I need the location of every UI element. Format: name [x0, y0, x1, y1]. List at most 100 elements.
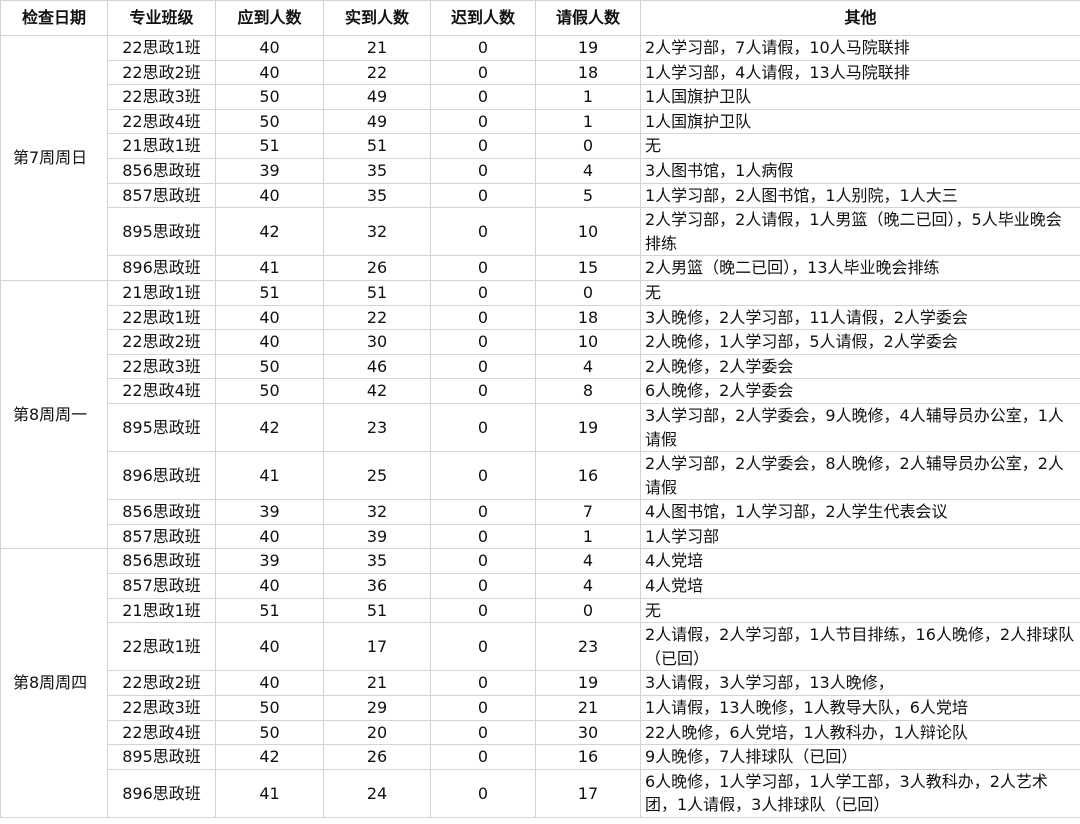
- other-cell: 无: [640, 279, 1080, 306]
- class-cell: 856思政班: [107, 548, 216, 575]
- leave-cell: 0: [535, 279, 641, 306]
- present-cell: 22: [323, 304, 431, 331]
- present-cell: 17: [323, 622, 431, 672]
- class-cell: 22思政1班: [107, 622, 216, 672]
- class-cell: 857思政班: [107, 523, 216, 550]
- late-cell: 0: [430, 744, 536, 770]
- leave-cell: 23: [535, 622, 641, 672]
- present-cell: 29: [323, 695, 431, 721]
- present-cell: 26: [323, 255, 431, 281]
- table-row: 21思政1班 51 51 0 0 无: [1, 133, 1080, 159]
- present-cell: 51: [323, 133, 431, 159]
- present-cell: 46: [323, 353, 431, 380]
- present-cell: 22: [323, 59, 431, 86]
- expected-cell: 41: [215, 255, 324, 281]
- leave-cell: 21: [535, 695, 641, 721]
- expected-cell: 39: [215, 499, 324, 525]
- class-cell: 896思政班: [107, 255, 216, 281]
- class-cell: 22思政2班: [107, 59, 216, 86]
- class-cell: 22思政1班: [107, 304, 216, 331]
- late-cell: 0: [430, 84, 536, 110]
- table-row: 22思政1班 40 17 0 23 2人请假，2人学习部，1人节目排练，16人晚修，2人排…: [1, 622, 1080, 672]
- other-cell: 6人晚修，1人学习部，1人学工部，3人教科办，2人艺术团，1人请假，3人排球队（…: [640, 768, 1080, 819]
- table-row: 857思政班 40 36 0 4 4人党培: [1, 573, 1080, 599]
- class-cell: 857思政班: [107, 182, 216, 209]
- class-cell: 896思政班: [107, 451, 216, 501]
- late-cell: 0: [430, 695, 536, 721]
- present-cell: 42: [323, 378, 431, 404]
- leave-cell: 4: [535, 157, 641, 184]
- late-cell: 0: [430, 573, 536, 599]
- date-cell: 第7周周日: [0, 35, 108, 281]
- table-row: 857思政班 40 35 0 5 1人学习部，2人图书馆，1人别院，1人大三: [1, 182, 1080, 209]
- header-cell: 应到人数: [215, 0, 324, 36]
- other-cell: 2人晚修，2人学委会: [640, 353, 1080, 380]
- other-cell: 4人党培: [640, 573, 1080, 599]
- late-cell: 0: [430, 523, 536, 550]
- leave-cell: 19: [535, 402, 641, 453]
- leave-cell: 1: [535, 84, 641, 110]
- other-cell: 3人图书馆，1人病假: [640, 157, 1080, 184]
- expected-cell: 40: [215, 59, 324, 86]
- late-cell: 0: [430, 597, 536, 624]
- late-cell: 0: [430, 670, 536, 697]
- expected-cell: 40: [215, 523, 324, 550]
- table-row: 21思政1班 51 51 0 0 无: [1, 597, 1080, 624]
- class-cell: 896思政班: [107, 768, 216, 819]
- late-cell: 0: [430, 108, 536, 135]
- late-cell: 0: [430, 207, 536, 257]
- expected-cell: 42: [215, 402, 324, 453]
- table-row: 22思政3班 50 46 0 4 2人晚修，2人学委会: [1, 353, 1080, 380]
- table-row: 895思政班 42 26 0 16 9人晚修，7人排球队（已回）: [1, 744, 1080, 770]
- header-cell: 专业班级: [107, 0, 216, 36]
- expected-cell: 50: [215, 353, 324, 380]
- table-row: 895思政班 42 23 0 19 3人学习部，2人学委会，9人晚修，4人辅导员办公室，1…: [1, 402, 1080, 453]
- class-cell: 856思政班: [107, 499, 216, 525]
- expected-cell: 50: [215, 108, 324, 135]
- other-cell: 2人男篮（晚二已回），13人毕业晚会排练: [640, 255, 1080, 281]
- class-cell: 22思政2班: [107, 329, 216, 355]
- late-cell: 0: [430, 768, 536, 819]
- expected-cell: 40: [215, 670, 324, 697]
- leave-cell: 4: [535, 353, 641, 380]
- present-cell: 23: [323, 402, 431, 453]
- leave-cell: 10: [535, 207, 641, 257]
- leave-cell: 4: [535, 548, 641, 575]
- expected-cell: 41: [215, 451, 324, 501]
- late-cell: 0: [430, 59, 536, 86]
- leave-cell: 19: [535, 670, 641, 697]
- expected-cell: 39: [215, 157, 324, 184]
- expected-cell: 40: [215, 304, 324, 331]
- late-cell: 0: [430, 133, 536, 159]
- present-cell: 35: [323, 157, 431, 184]
- class-cell: 895思政班: [107, 207, 216, 257]
- expected-cell: 50: [215, 378, 324, 404]
- other-cell: 4人党培: [640, 548, 1080, 575]
- date-cell: 第8周周一: [0, 279, 108, 550]
- present-cell: 21: [323, 35, 431, 61]
- class-cell: 895思政班: [107, 744, 216, 770]
- other-cell: 1人国旗护卫队: [640, 84, 1080, 110]
- present-cell: 21: [323, 670, 431, 697]
- other-cell: 1人请假，13人晚修，1人教导大队，6人党培: [640, 695, 1080, 721]
- late-cell: 0: [430, 622, 536, 672]
- table-row: 22思政4班 50 42 0 8 6人晚修，2人学委会: [1, 378, 1080, 404]
- other-cell: 4人图书馆，1人学习部，2人学生代表会议: [640, 499, 1080, 525]
- class-cell: 22思政3班: [107, 84, 216, 110]
- other-cell: 6人晚修，2人学委会: [640, 378, 1080, 404]
- class-cell: 22思政4班: [107, 378, 216, 404]
- table-row: 857思政班 40 39 0 1 1人学习部: [1, 523, 1080, 550]
- class-cell: 22思政4班: [107, 719, 216, 746]
- other-cell: 无: [640, 133, 1080, 159]
- class-cell: 22思政4班: [107, 108, 216, 135]
- other-cell: 2人学习部，7人请假，10人马院联排: [640, 35, 1080, 61]
- present-cell: 30: [323, 329, 431, 355]
- leave-cell: 16: [535, 744, 641, 770]
- table-row: 22思政1班 40 22 0 18 3人晚修，2人学习部，11人请假，2人学委会: [1, 304, 1080, 331]
- header-cell: 实到人数: [323, 0, 431, 36]
- late-cell: 0: [430, 182, 536, 209]
- leave-cell: 10: [535, 329, 641, 355]
- table-row: 896思政班 41 25 0 16 2人学习部，2人学委会，8人晚修，2人辅导员办公室，2…: [1, 451, 1080, 501]
